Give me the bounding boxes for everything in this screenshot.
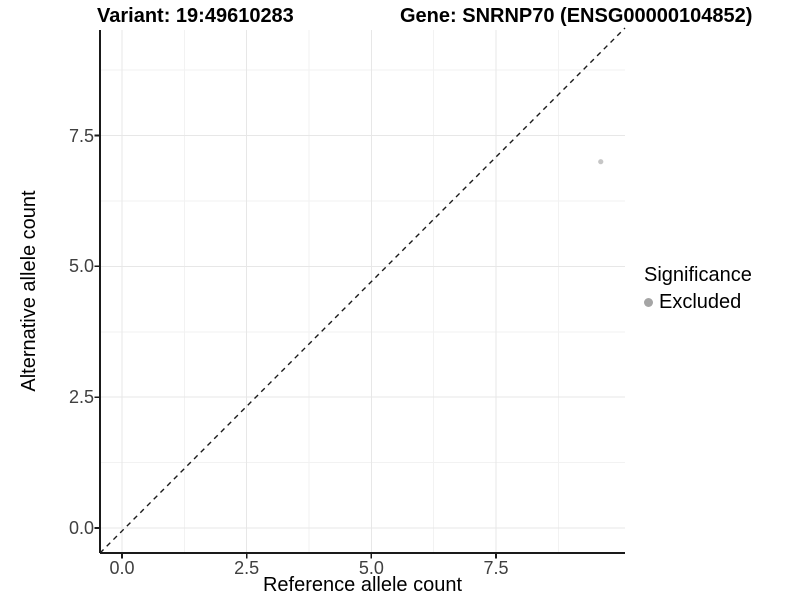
- x-axis-tick-label: 5.0: [358, 558, 384, 578]
- y-axis-tick-label: 5.0: [68, 256, 94, 277]
- x-axis-tick-label: 7.5: [483, 558, 509, 578]
- variant-title: Variant: 19:49610283: [97, 5, 294, 27]
- y-axis-tick-label: 2.5: [68, 387, 94, 408]
- x-axis-tick-label: 0.0: [109, 558, 135, 578]
- x-axis-tick-label: 2.5: [234, 558, 260, 578]
- x-axis-title: Reference allele count: [262, 574, 462, 596]
- legend-item-label: Excluded: [659, 291, 742, 313]
- legend-marker-circle-icon: [644, 297, 653, 307]
- legend: Significance Excluded: [644, 262, 752, 314]
- legend-item-excluded: Excluded: [644, 290, 752, 314]
- legend-title: Significance: [644, 264, 752, 286]
- identity-reference-line: [99, 27, 626, 554]
- data-point: [598, 159, 604, 165]
- gene-title: Gene: SNRNP70 (ENSG00000104852): [400, 5, 753, 27]
- y-axis-tick-label: 0.0: [68, 518, 94, 538]
- y-axis-tick-label: 7.5: [68, 125, 94, 146]
- y-axis-title: Alternative allele count: [18, 190, 40, 392]
